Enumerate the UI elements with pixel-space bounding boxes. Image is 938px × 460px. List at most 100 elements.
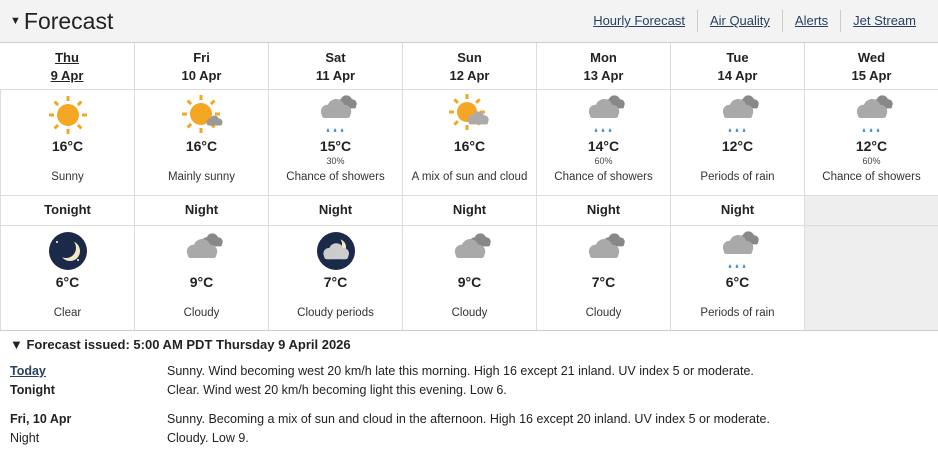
day-forecast: 15°C 30% Chance of showers xyxy=(268,90,402,196)
forecast-details: ▼ Forecast issued: 5:00 AM PDT Thursday … xyxy=(0,331,938,454)
night-forecast: 9°C Cloudy xyxy=(134,226,268,330)
day-header[interactable]: Thu 9 Apr xyxy=(0,43,134,90)
moon-cloud-icon xyxy=(316,232,355,270)
day-forecast: 16°C Sunny xyxy=(0,90,134,196)
night-desc: Clear xyxy=(53,307,82,319)
night-temp: 6°C xyxy=(725,274,750,290)
cloud-rain-icon xyxy=(588,95,625,133)
detail-text: Sunny. Becoming a mix of sun and cloud i… xyxy=(167,412,770,426)
night-desc: Cloudy xyxy=(451,307,488,319)
night-forecast: 9°C Cloudy xyxy=(402,226,536,330)
day-header: Wed 15 Apr xyxy=(804,43,938,90)
night-temp: 7°C xyxy=(591,274,616,290)
detail-text: Sunny. Wind becoming west 20 km/h late t… xyxy=(167,364,754,378)
day-temp: 16°C xyxy=(51,138,84,154)
day-forecast: 16°C Mainly sunny xyxy=(134,90,268,196)
night-forecast: 7°C Cloudy xyxy=(536,226,670,330)
link-air-quality[interactable]: Air Quality xyxy=(696,10,782,32)
detail-text: Clear. Wind west 20 km/h becoming light … xyxy=(167,383,507,397)
detail-row: Night Cloudy. Low 9. xyxy=(10,429,928,448)
night-temp: 6°C xyxy=(55,274,80,290)
day-desc: Mainly sunny xyxy=(167,171,236,183)
day-header: Tue 14 Apr xyxy=(670,43,804,90)
night-forecast: 7°C Cloudy periods xyxy=(268,226,402,330)
night-header: Night xyxy=(536,196,670,226)
night-header: Night xyxy=(670,196,804,226)
moon-icon xyxy=(48,232,87,270)
day-desc: Sunny xyxy=(51,171,84,183)
title-text: Forecast xyxy=(23,7,114,34)
night-temp: 9°C xyxy=(189,274,214,290)
cloud-rain-icon xyxy=(856,95,893,133)
day-desc: Chance of showers xyxy=(554,171,653,183)
night-header: Tonight xyxy=(0,196,134,226)
night-desc: Periods of rain xyxy=(700,307,775,319)
day-name: Wed xyxy=(857,50,886,65)
night-header: Night xyxy=(134,196,268,226)
pop: 60% xyxy=(594,156,613,166)
night-desc: Cloudy xyxy=(183,307,220,319)
cloud-icon xyxy=(454,233,491,259)
cloud-rain-icon xyxy=(320,95,357,133)
day-temp: 12°C xyxy=(855,138,888,154)
empty-cell xyxy=(804,196,938,226)
pop xyxy=(135,155,268,168)
day-header: Sat 11 Apr xyxy=(268,43,402,90)
day-date: 14 Apr xyxy=(717,68,758,83)
header-links: Hourly Forecast Air Quality Alerts Jet Stre… xyxy=(581,10,928,32)
pop: 60% xyxy=(862,156,881,166)
cloud-rain-icon xyxy=(722,231,759,269)
link-jet-stream[interactable]: Jet Stream xyxy=(840,10,928,32)
day-name: Mon xyxy=(590,50,617,65)
cloud-icon xyxy=(588,233,625,259)
link-hourly-forecast[interactable]: Hourly Forecast xyxy=(593,13,685,28)
detail-period: Fri, 10 Apr xyxy=(10,412,72,426)
day-header: Mon 13 Apr xyxy=(536,43,670,90)
cloud-rain-icon xyxy=(722,95,759,133)
day-temp: 15°C xyxy=(319,138,352,154)
day-forecast: 14°C 60% Chance of showers xyxy=(536,90,670,196)
forecast-issued[interactable]: ▼ Forecast issued: 5:00 AM PDT Thursday … xyxy=(10,337,351,352)
detail-row: Fri, 10 Apr Sunny. Becoming a mix of sun … xyxy=(10,410,928,429)
pop xyxy=(403,155,536,168)
day-desc: Chance of showers xyxy=(286,171,385,183)
day-forecast: 16°C A mix of sun and cloud xyxy=(402,90,536,196)
night-temp: 7°C xyxy=(323,274,348,290)
night-desc: Cloudy periods xyxy=(297,307,374,319)
link-alerts[interactable]: Alerts xyxy=(781,10,840,32)
night-header: Night xyxy=(268,196,402,226)
night-header: Night xyxy=(402,196,536,226)
forecast-header: ▼ Forecast Hourly Forecast Air Quality Aler… xyxy=(0,0,938,43)
detail-period[interactable]: Today xyxy=(10,364,46,378)
pop xyxy=(1,155,134,168)
day-temp: 16°C xyxy=(453,138,486,154)
night-forecast: 6°C Clear xyxy=(0,226,134,330)
empty-cell xyxy=(804,226,938,330)
day-date: 9 Apr xyxy=(50,68,84,83)
day-name: Sat xyxy=(325,50,346,65)
day-desc: Periods of rain xyxy=(700,171,775,183)
night-desc: Cloudy xyxy=(585,307,622,319)
night-temp: 9°C xyxy=(457,274,482,290)
detail-row: Today Sunny. Wind becoming west 20 km/h l… xyxy=(10,362,928,381)
detail-period: Tonight xyxy=(10,383,55,397)
night-forecast: 6°C Periods of rain xyxy=(670,226,804,330)
day-header: Sun 12 Apr xyxy=(402,43,536,90)
day-header: Fri 10 Apr xyxy=(134,43,268,90)
sun-icon xyxy=(48,96,87,134)
day-date: 15 Apr xyxy=(851,68,892,83)
day-name: Thu xyxy=(55,50,79,65)
detail-period: Night xyxy=(10,431,40,445)
detail-text: Cloudy. Low 9. xyxy=(167,431,249,445)
issued-text: Forecast issued: 5:00 AM PDT Thursday 9 … xyxy=(26,337,351,352)
day-date: 12 Apr xyxy=(449,68,490,83)
day-forecast: 12°C 60% Chance of showers xyxy=(804,90,938,196)
day-name: Fri xyxy=(193,50,210,65)
forecast-grid: Thu 9 Apr 16°C Sunny Fri 10 Apr 16°C Mainly sun… xyxy=(0,43,938,331)
cloud-icon xyxy=(186,233,223,259)
day-date: 13 Apr xyxy=(583,68,624,83)
sun-small-cloud-icon xyxy=(181,95,222,133)
day-temp: 14°C xyxy=(587,138,620,154)
day-name: Sun xyxy=(457,50,482,65)
forecast-title[interactable]: ▼ Forecast xyxy=(10,8,113,35)
